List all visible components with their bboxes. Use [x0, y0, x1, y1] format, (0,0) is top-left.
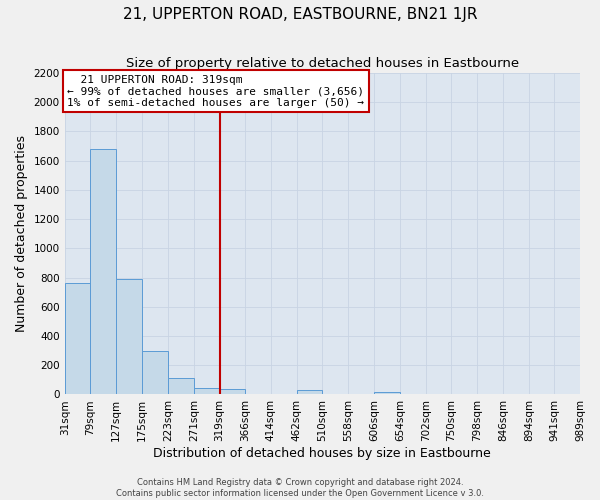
Bar [65, 284, 91, 395]
Text: Contains HM Land Registry data © Crown copyright and database right 2024.
Contai: Contains HM Land Registry data © Crown c… [116, 478, 484, 498]
Bar [220, 390, 245, 394]
Bar [168, 378, 194, 394]
Text: 21 UPPERTON ROAD: 319sqm
← 99% of detached houses are smaller (3,656)
1% of semi: 21 UPPERTON ROAD: 319sqm ← 99% of detach… [67, 74, 364, 108]
Y-axis label: Number of detached properties: Number of detached properties [15, 136, 28, 332]
Bar [374, 392, 400, 394]
X-axis label: Distribution of detached houses by size in Eastbourne: Distribution of detached houses by size … [154, 447, 491, 460]
Bar [194, 388, 220, 394]
Text: 21, UPPERTON ROAD, EASTBOURNE, BN21 1JR: 21, UPPERTON ROAD, EASTBOURNE, BN21 1JR [123, 8, 477, 22]
Bar [91, 149, 116, 394]
Bar [116, 279, 142, 394]
Bar [142, 350, 168, 395]
Title: Size of property relative to detached houses in Eastbourne: Size of property relative to detached ho… [126, 58, 519, 70]
Bar [296, 390, 322, 394]
